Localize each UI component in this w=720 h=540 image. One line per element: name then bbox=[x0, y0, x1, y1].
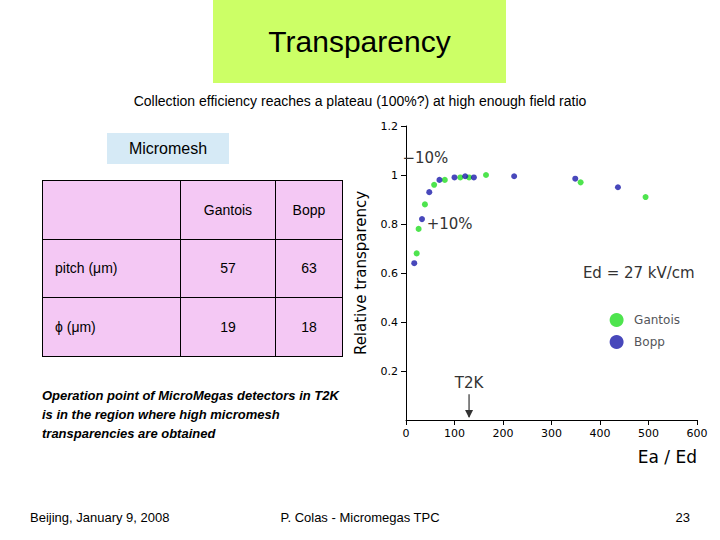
svg-text:600: 600 bbox=[687, 427, 708, 440]
svg-text:Relative transparency: Relative transparency bbox=[352, 191, 370, 355]
svg-text:1: 1 bbox=[391, 169, 398, 182]
html-text:57: 57 bbox=[220, 260, 236, 277]
svg-text:0.8: 0.8 bbox=[381, 218, 399, 231]
html-text:Gantois: Gantois bbox=[203, 201, 253, 218]
html-text:Operation point of MicroMegas: Operation point of MicroMegas detectors … bbox=[42, 388, 339, 441]
html-text:19: 19 bbox=[220, 319, 236, 336]
svg-text:0: 0 bbox=[403, 427, 410, 440]
svg-text:400: 400 bbox=[590, 427, 611, 440]
html-text:Collection efficiency reaches: Collection efficiency reaches a plateau … bbox=[133, 93, 587, 109]
svg-text:Bopp: Bopp bbox=[634, 335, 665, 349]
svg-text:Gantois: Gantois bbox=[634, 313, 680, 327]
svg-text:500: 500 bbox=[638, 427, 659, 440]
html-text:63: 63 bbox=[301, 260, 317, 277]
svg-text:0.6: 0.6 bbox=[381, 267, 399, 280]
svg-text:100: 100 bbox=[444, 427, 465, 440]
svg-text:300: 300 bbox=[541, 427, 562, 440]
html-text:pitch (μm): pitch (μm) bbox=[55, 260, 118, 277]
html-text:Beijing, January 9, 2008: Beijing, January 9, 2008 bbox=[30, 510, 170, 525]
svg-text:T2K: T2K bbox=[454, 374, 485, 392]
svg-text:Ea / Ed: Ea / Ed bbox=[638, 447, 697, 467]
html-text:P. Colas - Micromegas TPC: P. Colas - Micromegas TPC bbox=[280, 510, 440, 525]
svg-text:−10%: −10% bbox=[402, 149, 448, 167]
svg-text:+10%: +10% bbox=[427, 215, 473, 233]
html-text:Transparency: Transparency bbox=[268, 24, 451, 58]
svg-text:0.2: 0.2 bbox=[381, 365, 399, 378]
svg-text:0.4: 0.4 bbox=[381, 316, 399, 329]
svg-text:Ed = 27 kV/cm: Ed = 27 kV/cm bbox=[583, 264, 695, 282]
html-text:18: 18 bbox=[301, 319, 317, 336]
html-text:Micromesh: Micromesh bbox=[128, 139, 208, 157]
html-text:ϕ (μm): ϕ (μm) bbox=[55, 319, 96, 336]
html-text:Bopp: Bopp bbox=[292, 201, 326, 218]
svg-text:200: 200 bbox=[493, 427, 514, 440]
html-text:23: 23 bbox=[675, 510, 690, 525]
svg-text:1.2: 1.2 bbox=[381, 120, 399, 133]
